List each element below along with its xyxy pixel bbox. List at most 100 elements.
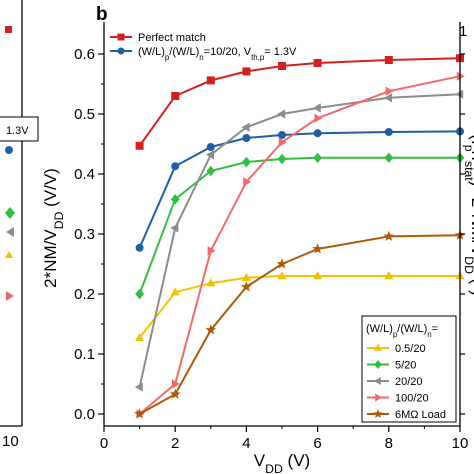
axes-layer: 0 2 4 6 8 10 0.0 0.1 0.2 0.3 0.4 0.5 0.6	[74, 22, 468, 452]
legend-marker	[375, 393, 383, 402]
left-panel-marker-green	[5, 207, 15, 219]
series-line	[138, 57, 461, 147]
data-point	[278, 131, 286, 139]
data-point	[206, 150, 214, 160]
legend-label: 20/20	[395, 376, 423, 388]
legend-marker	[117, 33, 125, 41]
data-point	[384, 128, 393, 136]
x-tick-label: 0	[100, 435, 108, 452]
legend-bottom: (W/L)p/(W/L)n= 0.5/20 5/20 20/20 100/20 6MΩ L…	[361, 315, 457, 423]
data-point	[278, 137, 287, 147]
legend-entry: 0.5/20	[367, 343, 426, 355]
y-tick-label: 0.3	[74, 226, 95, 243]
left-panel-fragment: 1.3V 10	[0, 0, 39, 450]
legend-entry: (W/L)p/(W/L)n=10/20, Vth,p= 1.3V	[110, 46, 297, 62]
data-point	[170, 223, 179, 233]
left-panel-legend-text: 1.3V	[6, 125, 29, 137]
y-tick-label: 0.4	[74, 166, 95, 183]
data-point	[241, 273, 251, 281]
data-point	[171, 92, 180, 100]
y-axis-title: 2*NM/VDD (V/V)	[41, 168, 66, 288]
legend-marker	[373, 409, 383, 418]
data-point	[169, 388, 181, 399]
data-point	[383, 230, 395, 241]
data-point	[384, 271, 394, 280]
data-point	[135, 243, 144, 252]
data-point	[384, 56, 393, 64]
legend-label: Perfect match	[138, 32, 206, 44]
left-panel-marker-yellow	[5, 251, 13, 258]
x-tick-label: 6	[313, 435, 321, 452]
data-point	[278, 62, 286, 70]
legend-entry: 20/20	[367, 376, 423, 388]
data-point	[385, 86, 394, 96]
data-point	[206, 278, 216, 287]
data-point	[384, 93, 392, 103]
data-point	[134, 408, 145, 419]
y-tick-label: 0.0	[74, 406, 95, 423]
legend-box	[361, 315, 457, 423]
left-panel-marker-red	[5, 26, 12, 33]
data-point	[170, 194, 180, 205]
legend-entry: Perfect match	[110, 32, 206, 44]
left-panel-marker-blue	[5, 146, 13, 154]
data-point	[207, 246, 216, 256]
left-panel-marker-gray	[6, 227, 14, 237]
series-layer	[134, 54, 466, 419]
legend-label: (W/L)p/(W/L)n=10/20, Vth,p= 1.3V	[138, 46, 297, 62]
data-point	[314, 113, 323, 123]
legend-top: Perfect match (W/L)p/(W/L)n=10/20, Vth,p=…	[110, 32, 297, 62]
series-line	[138, 75, 461, 415]
data-point	[135, 288, 144, 300]
data-point	[172, 379, 180, 389]
right-panel-fragment: 1	[459, 23, 467, 40]
x-tick-label: 8	[385, 435, 393, 452]
legend-marker	[373, 343, 383, 351]
right-y-axis-title: (Ip/Istat)* 2*NM/VDD (-)	[462, 134, 474, 295]
series-line	[138, 130, 461, 249]
data-point	[455, 89, 464, 99]
data-point	[243, 177, 252, 187]
data-point	[277, 109, 286, 119]
series-2	[135, 271, 465, 341]
data-point	[206, 76, 215, 85]
left-panel-x-tick: 10	[2, 433, 19, 450]
series-5	[136, 71, 465, 419]
legend-entry: 6MΩ Load	[367, 409, 446, 421]
axis-titles: VDD (V) 2*NM/VDD (V/V) (Ip/Istat)* 2*NM/VD…	[41, 134, 474, 474]
data-point	[134, 382, 143, 392]
data-point	[135, 141, 144, 150]
data-point	[277, 153, 287, 165]
left-panel-marker-pink	[6, 291, 14, 301]
series-1	[135, 127, 464, 252]
data-point	[277, 271, 287, 280]
legend-marker	[374, 359, 382, 370]
data-point	[205, 324, 217, 335]
series-line	[139, 234, 461, 415]
x-tick-label: 2	[171, 435, 179, 452]
legend-label: 6MΩ Load	[395, 409, 446, 421]
data-point	[171, 162, 180, 171]
series-3	[135, 152, 465, 300]
x-tick-label: 4	[242, 435, 250, 452]
series-line	[138, 156, 460, 295]
y-tick-label: 0.2	[74, 286, 95, 303]
data-point	[312, 103, 321, 113]
data-point	[242, 134, 251, 142]
data-point	[170, 287, 180, 296]
panel-label: b	[96, 4, 108, 25]
legend-entry: 5/20	[367, 360, 416, 372]
data-point	[313, 59, 322, 67]
data-point	[313, 271, 323, 280]
y-tick-label: 0.6	[74, 46, 95, 63]
data-point	[313, 129, 322, 138]
x-axis-title: VDD (V)	[254, 451, 310, 474]
data-point	[456, 71, 465, 81]
left-panel-legend-box	[0, 116, 39, 142]
legend-entry: 100/20	[367, 393, 429, 405]
series-line	[138, 93, 461, 388]
data-point	[312, 243, 323, 254]
data-point	[313, 152, 322, 163]
data-point	[206, 143, 215, 151]
